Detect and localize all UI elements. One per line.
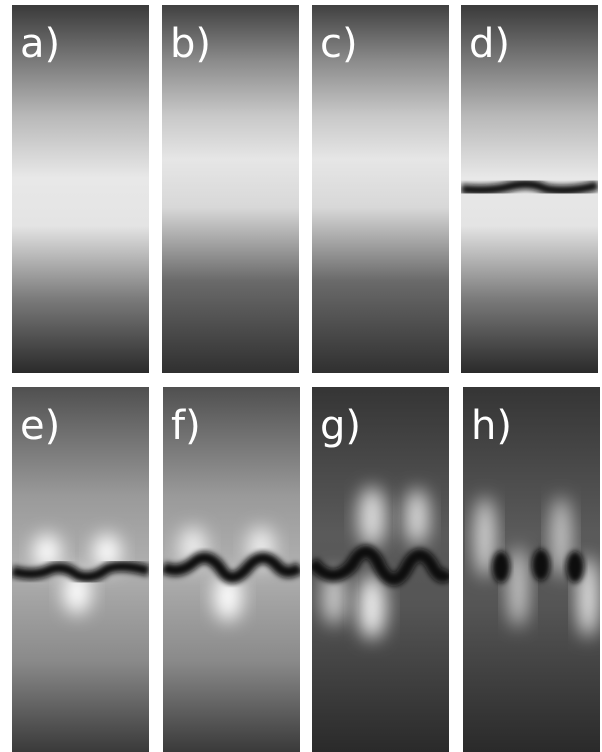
panel-label: f) [171,403,201,449]
panel-label: g) [320,403,361,449]
panel: e) [12,387,149,752]
panel-label: d) [469,21,510,67]
panel: f) [163,387,300,752]
panel: c) [312,5,449,373]
panel: h) [463,387,600,752]
panel: b) [162,5,299,373]
panel: a) [12,5,149,373]
panel: d) [461,5,598,373]
panel-label: a) [20,21,60,67]
panel-label: b) [170,21,211,67]
panel-label: e) [20,403,60,449]
panel-label: c) [320,21,358,67]
panel-label: h) [471,403,512,449]
panel: g) [312,387,449,752]
